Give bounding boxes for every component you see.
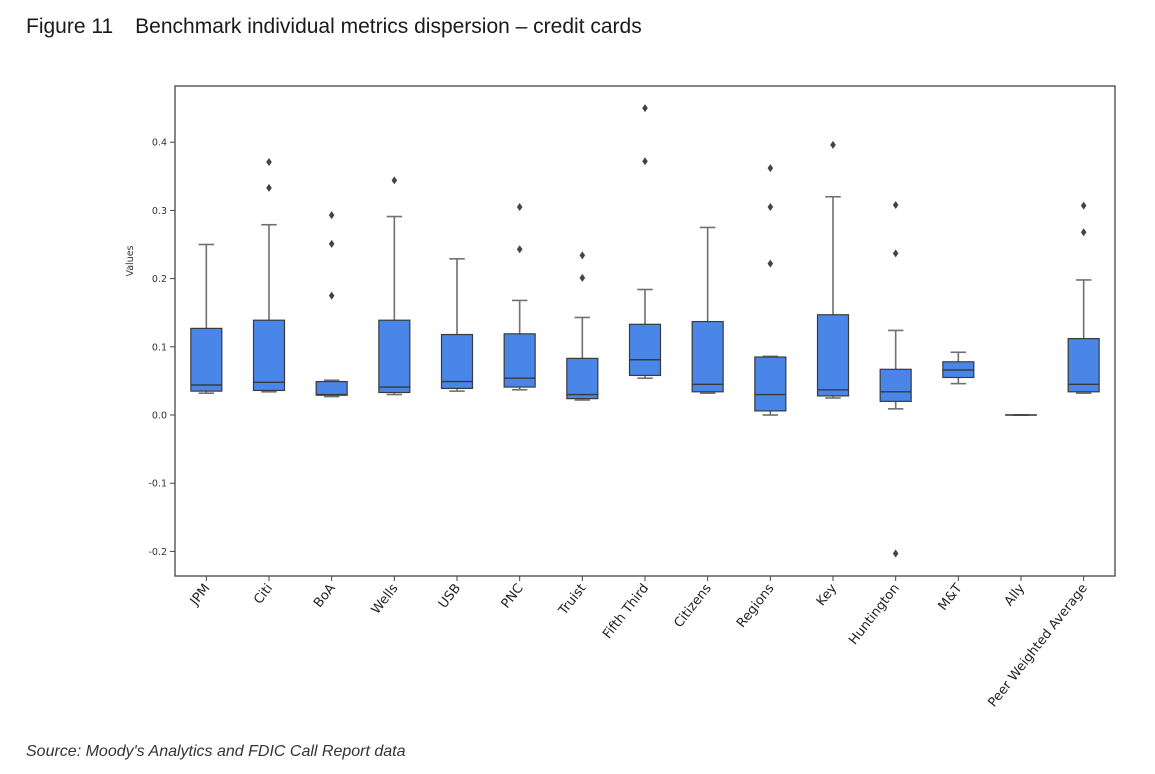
iqr-box: [440, 333, 474, 390]
source-note: Source: Moody's Analytics and FDIC Call …: [26, 743, 406, 760]
x-category-label: Ally: [1002, 581, 1029, 609]
y-tick-label: 0.1: [152, 342, 167, 353]
outlier-point: [642, 157, 648, 166]
iqr-box: [252, 319, 286, 392]
outlier-point: [767, 202, 774, 211]
y-axis-label: Values: [125, 245, 136, 276]
outlier-point: [642, 104, 648, 113]
outlier-point: [830, 140, 836, 149]
x-category-label: Wells: [369, 581, 402, 617]
outlier-point: [579, 251, 586, 260]
iqr-box: [691, 320, 724, 393]
outlier-point: [391, 176, 398, 185]
y-tick-label: 0.2: [152, 274, 167, 285]
figure-number: Figure 11: [26, 15, 114, 38]
iqr-box: [879, 368, 912, 402]
outlier-point: [892, 549, 899, 558]
x-category-label: Regions: [734, 581, 778, 631]
iqr-box: [190, 327, 223, 392]
iqr-box: [754, 356, 787, 412]
iqr-box: [315, 380, 348, 396]
x-category-label: BoA: [311, 581, 339, 611]
outlier-point: [767, 164, 774, 173]
outlier-point: [328, 211, 335, 220]
x-category-label: Truist: [555, 581, 589, 619]
outlier-point: [1080, 228, 1087, 237]
x-category-label: JPM: [187, 581, 214, 609]
y-tick-label: 0.3: [152, 206, 167, 217]
x-category-label: Key: [814, 581, 841, 609]
x-category-label: Huntington: [846, 581, 903, 648]
x-category-label: Fifth Third: [600, 581, 652, 642]
outlier-point: [516, 245, 523, 254]
outlier-point: [266, 183, 272, 192]
figure-title: Figure 11 Benchmark individual metrics di…: [26, 15, 642, 39]
y-tick-label: 0.0: [152, 411, 167, 422]
outlier-point: [767, 259, 774, 268]
iqr-box: [378, 319, 411, 394]
x-category-label: Citi: [251, 581, 276, 607]
iqr-box: [1067, 338, 1100, 393]
outlier-point: [892, 249, 899, 258]
figure-title-text: Benchmark individual metrics dispersion …: [135, 15, 642, 38]
iqr-box: [816, 314, 850, 397]
x-category-label: PNC: [499, 581, 527, 611]
outlier-point: [579, 273, 586, 282]
x-category-label: M&T: [936, 581, 966, 613]
iqr-box: [566, 357, 599, 400]
outlier-point: [328, 239, 335, 248]
iqr-box: [503, 333, 536, 388]
x-category-label: Citizens: [671, 581, 715, 631]
outlier-point: [516, 202, 523, 211]
iqr-box: [628, 323, 662, 377]
outlier-point: [266, 157, 272, 166]
y-tick-label: -0.1: [148, 479, 167, 490]
outlier-point: [892, 200, 899, 209]
y-tick-label: -0.2: [148, 547, 167, 558]
y-tick-label: 0.4: [152, 138, 167, 149]
outlier-point: [328, 291, 335, 300]
x-category-label: USB: [436, 581, 464, 611]
outlier-point: [1080, 201, 1087, 210]
